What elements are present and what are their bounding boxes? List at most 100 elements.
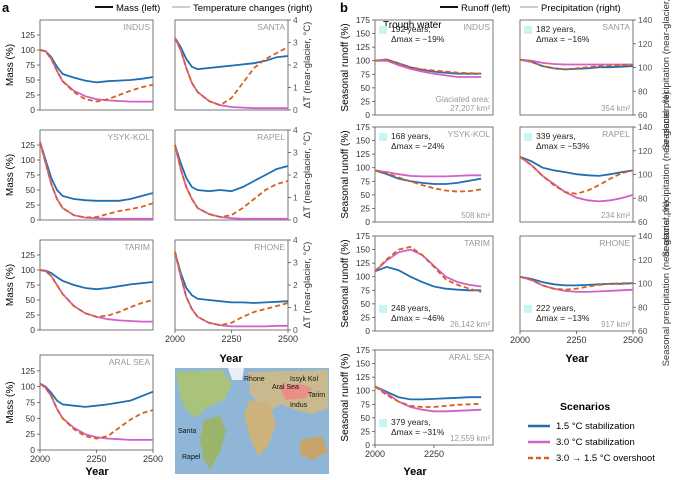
y-tick-label: 0 [365, 440, 370, 450]
y-tick-label: 125 [21, 250, 35, 260]
y-tick-label: 50 [361, 299, 371, 309]
y-tick-label: 0 [365, 217, 370, 227]
y-tick-label: 50 [361, 413, 371, 423]
chart-b-ysyk: 168 years,Δmax = −24%YSYK-KOL 508 km² 0 25 5… [340, 122, 494, 227]
panel-label-b: b [340, 0, 348, 15]
trough-years: 339 years, [536, 131, 576, 141]
y-axis-label: Mass (%) [5, 154, 16, 196]
plot-frame [374, 235, 494, 332]
y-tick-label: 0 [365, 326, 370, 336]
chart-title: YSYK-KOL [107, 132, 150, 142]
y-tick-label: 75 [26, 60, 36, 70]
map-region-highlight [279, 384, 312, 400]
y2-tick-label: 2 [293, 170, 298, 180]
y2-tick-label: 140 [638, 122, 652, 132]
y-tick-label: 100 [356, 272, 370, 282]
chart-title: YSYK-KOL [447, 129, 490, 139]
y2-tick-label: 60 [638, 217, 648, 227]
y2-axis-label: Seasonal precipitation (near-glacier, %) [661, 0, 672, 150]
trough-delta: Δmax = −53% [536, 141, 590, 151]
y-tick-label: 175 [356, 345, 370, 355]
y-tick-label: 50 [361, 83, 371, 93]
chart-a-rapel: RAPEL 0 1 2 3 4 ΔT (near-glacier, °C) [174, 125, 313, 225]
y-tick-label: 75 [26, 398, 36, 408]
trough-marker [379, 419, 387, 427]
trough-years: 168 years, [391, 131, 431, 141]
y-tick-label: 25 [26, 429, 36, 439]
series-line-2 [374, 169, 482, 178]
y-tick-label: 50 [26, 185, 36, 195]
series-line-2 [39, 49, 153, 103]
map-south-america [200, 416, 226, 470]
y2-tick-label: 140 [638, 231, 652, 241]
y-tick-label: 125 [356, 149, 370, 159]
area-label: 508 km² [461, 211, 490, 220]
series-line-2 [375, 59, 482, 78]
y-tick-label: 150 [356, 29, 370, 39]
scenario-legend-label-2: 3.0 °C stabilization [556, 437, 635, 448]
trough-years: 192 years, [391, 24, 431, 34]
map-label-aral: Aral Sea [272, 384, 299, 391]
y2-tick-label: 140 [638, 15, 652, 25]
map-australia [300, 436, 328, 460]
y-tick-label: 25 [361, 312, 371, 322]
trough-marker [524, 26, 532, 34]
trough-delta: Δmax = −19% [391, 34, 445, 44]
series-line-2 [39, 382, 153, 441]
chart-title: ARAL SEA [449, 352, 491, 362]
plot-frame [39, 354, 154, 451]
y-axis-label: Mass (%) [5, 381, 16, 423]
trough-years: 248 years, [391, 303, 431, 313]
series-line-3 [519, 275, 633, 291]
y-tick-label: 125 [21, 140, 35, 150]
y2-tick-label: 80 [638, 193, 648, 203]
y2-tick-label: 3 [293, 38, 298, 48]
x-tick-label: 2500 [623, 335, 643, 345]
plot-frame [374, 19, 494, 116]
series-line-3 [39, 141, 154, 219]
area-label: 917 km² [601, 320, 630, 329]
chart-a-indus: INDUS 0 25 50 75 100 125 Mass (%) [5, 19, 154, 115]
trough-marker [379, 305, 387, 313]
map-north-america [176, 370, 232, 418]
y2-tick-label: 0 [293, 105, 298, 115]
chart-b-rhone: 222 years,Δmax = −13% RHONE 917 km² 60 80 100… [510, 201, 672, 367]
world-map: Rhone Aral Sea Issyk Kol Indus Tarim San… [175, 368, 329, 474]
x-tick-label: 2250 [86, 454, 106, 464]
chart-b-rapel: 339 years,Δmax = −53% RAPEL 234 km² 60 80 100… [519, 92, 672, 257]
x-label-b-right: Year [565, 353, 589, 365]
y2-tick-label: 4 [293, 235, 298, 245]
y2-tick-label: 0 [293, 325, 298, 335]
y-tick-label: 0 [30, 215, 35, 225]
chart-title: RHONE [254, 242, 285, 252]
series-line-2 [174, 251, 288, 328]
y2-tick-label: 100 [638, 279, 652, 289]
y-tick-label: 0 [30, 105, 35, 115]
y-tick-label: 50 [26, 413, 36, 423]
chart-a-tarim: TARIM 0 25 50 75 100 125 Mass (%) [5, 239, 154, 335]
x-tick-label: 2500 [143, 454, 163, 464]
trough-delta: Δmax = −24% [391, 141, 445, 151]
chart-a-ysyk: YSYK-KOL 0 25 50 75 100 125 Mass (%) [5, 129, 154, 225]
y-tick-label: 75 [26, 170, 36, 180]
series-line-3 [374, 385, 482, 408]
y2-tick-label: 120 [638, 255, 652, 265]
trough-years: 182 years, [536, 24, 576, 34]
trough-delta: Δmax = −46% [391, 313, 445, 323]
chart-b-indus: 192 years,Δmax = −19% INDUS Glaciated area… [340, 15, 494, 120]
series-line-3 [519, 156, 634, 195]
y-tick-label: 50 [26, 75, 36, 85]
y-tick-label: 100 [21, 155, 35, 165]
y-tick-label: 150 [356, 136, 370, 146]
scenario-legend: Scenarios 1.5 °C stabilization 3.0 °C st… [528, 401, 655, 464]
y-tick-label: 100 [21, 265, 35, 275]
series-line-1 [39, 269, 154, 291]
y-tick-label: 100 [356, 163, 370, 173]
x-tick-label: 2000 [165, 334, 185, 344]
series-line-1 [39, 141, 154, 202]
panel-label-a: a [2, 0, 10, 15]
y-tick-label: 150 [356, 359, 370, 369]
chart-title: ARAL SEA [109, 357, 151, 367]
